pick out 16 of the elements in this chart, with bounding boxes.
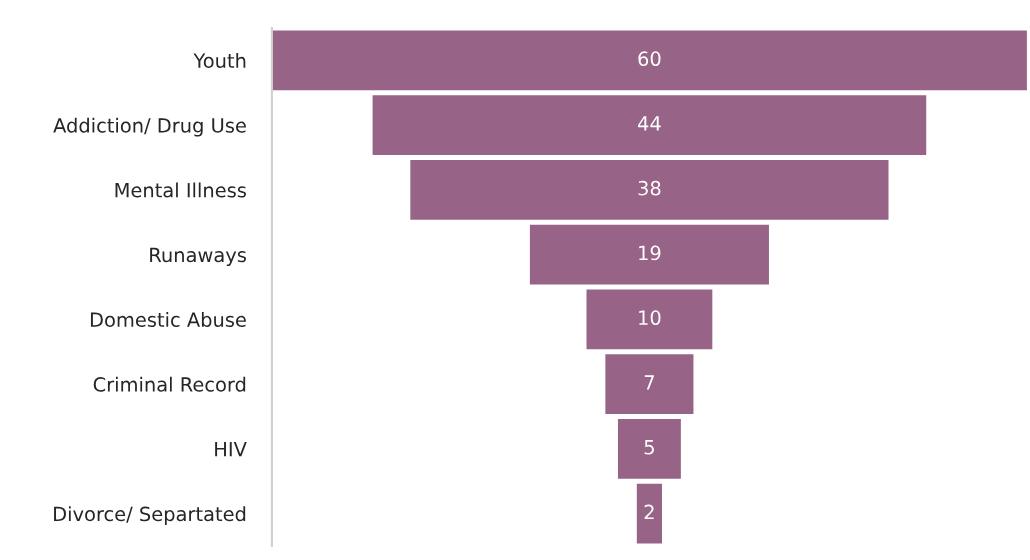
category-label: Criminal Record — [93, 376, 246, 392]
category-label: Domestic Abuse — [90, 311, 246, 328]
data-label: 60 — [638, 51, 661, 67]
category-label: Youth — [193, 52, 246, 69]
data-label: 19 — [639, 245, 661, 261]
data-label: 5 — [644, 440, 654, 455]
category-label: HIV — [215, 442, 247, 457]
category-label: Divorce/ Separtated — [54, 506, 246, 526]
category-label: Addiction/ Drug Use — [53, 117, 246, 137]
data-label: 10 — [639, 310, 661, 326]
data-label: 7 — [644, 375, 654, 390]
data-label: 2 — [644, 504, 654, 519]
category-label: Mental Illness — [115, 182, 246, 198]
data-label: 38 — [638, 180, 661, 196]
category-label: Runaways — [150, 247, 246, 267]
data-label: 44 — [637, 116, 661, 131]
